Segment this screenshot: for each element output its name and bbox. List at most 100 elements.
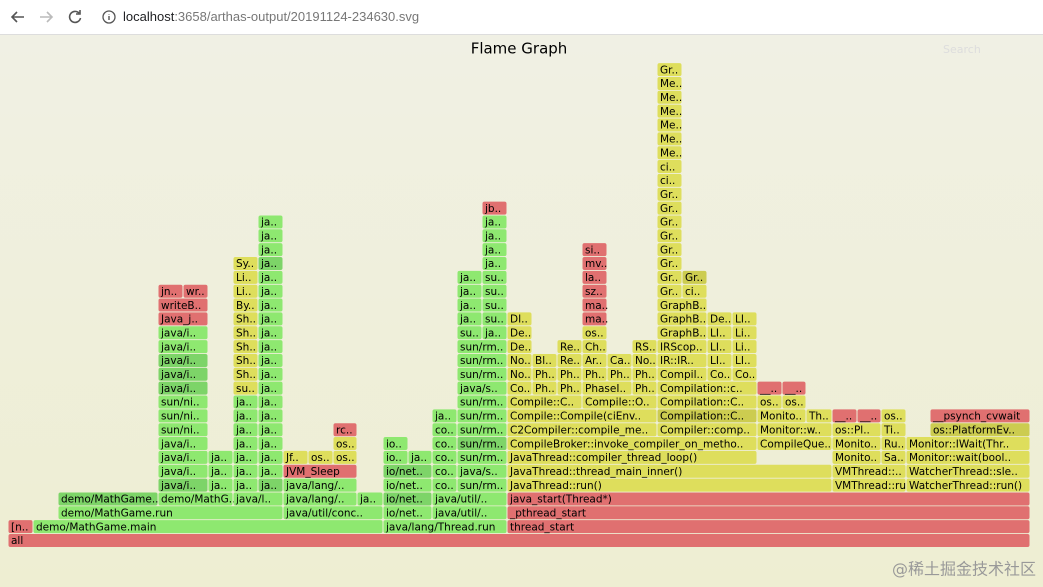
frame[interactable]	[582, 367, 607, 381]
frame[interactable]	[507, 437, 757, 451]
frame[interactable]	[607, 367, 632, 381]
frame[interactable]	[333, 437, 357, 451]
frame[interactable]	[657, 340, 707, 354]
frame[interactable]	[233, 464, 258, 478]
frame[interactable]	[383, 492, 432, 506]
frame[interactable]	[457, 270, 482, 284]
frame[interactable]	[657, 173, 682, 187]
frame[interactable]	[507, 340, 532, 354]
forward[interactable]	[40, 11, 54, 23]
frame[interactable]	[383, 464, 432, 478]
frame[interactable]	[233, 478, 258, 492]
frame[interactable]	[657, 298, 707, 312]
frame[interactable]	[757, 381, 782, 395]
frame[interactable]	[657, 367, 707, 381]
frame[interactable]	[930, 423, 1030, 437]
frame[interactable]	[906, 464, 1030, 478]
frame[interactable]	[657, 257, 682, 270]
frame[interactable]	[258, 270, 283, 284]
frame[interactable]	[657, 353, 707, 367]
frame[interactable]	[333, 423, 357, 437]
frame[interactable]	[258, 450, 283, 464]
frame[interactable]	[657, 326, 707, 340]
frame[interactable]	[507, 367, 532, 381]
frame[interactable]	[233, 409, 258, 423]
frame[interactable]	[457, 409, 507, 423]
frame[interactable]	[682, 270, 707, 284]
frame[interactable]	[657, 284, 682, 298]
frame[interactable]	[258, 312, 283, 326]
url[interactable]: localhost:3658/arthas-output/20191124-23…	[123, 9, 419, 24]
frame[interactable]	[258, 243, 283, 257]
frame[interactable]	[507, 492, 1030, 506]
frame[interactable]	[507, 423, 657, 437]
frame[interactable]	[258, 437, 283, 451]
frame[interactable]	[930, 409, 1030, 423]
frame[interactable]	[832, 423, 881, 437]
frame[interactable]	[707, 340, 732, 354]
frame[interactable]	[233, 270, 258, 284]
frame[interactable]	[657, 63, 682, 77]
frame[interactable]	[258, 395, 283, 409]
frame[interactable]	[732, 326, 757, 340]
frame[interactable]	[432, 450, 457, 464]
frame[interactable]	[632, 367, 657, 381]
frame[interactable]	[906, 450, 1030, 464]
frame[interactable]	[432, 492, 507, 506]
frame[interactable]	[557, 367, 582, 381]
frame[interactable]	[582, 326, 607, 340]
frame[interactable]	[482, 215, 507, 229]
frame[interactable]	[507, 395, 582, 409]
frame[interactable]	[233, 340, 258, 354]
frame[interactable]	[806, 409, 832, 423]
reload[interactable]	[68, 10, 82, 24]
frame[interactable]	[906, 437, 1030, 451]
frame[interactable]	[582, 298, 607, 312]
frame[interactable]	[158, 353, 208, 367]
frame[interactable]	[457, 464, 507, 478]
frame[interactable]	[308, 450, 333, 464]
frame[interactable]	[258, 478, 283, 492]
frame[interactable]	[582, 243, 607, 257]
frame[interactable]	[757, 437, 832, 451]
frame[interactable]	[532, 367, 557, 381]
frame[interactable]	[657, 409, 757, 423]
frame[interactable]	[482, 229, 507, 243]
frame[interactable]	[657, 243, 682, 257]
frame[interactable]	[881, 409, 906, 423]
frame[interactable]	[832, 478, 906, 492]
frame[interactable]	[732, 312, 757, 326]
frame[interactable]	[8, 520, 33, 534]
frame[interactable]	[432, 478, 457, 492]
frame[interactable]	[707, 326, 732, 340]
frame[interactable]	[457, 478, 507, 492]
frame[interactable]	[632, 381, 657, 395]
frame[interactable]	[482, 201, 507, 215]
frame[interactable]	[507, 409, 657, 423]
frame[interactable]	[457, 381, 507, 395]
frame[interactable]	[757, 395, 782, 409]
frame[interactable]	[582, 312, 607, 326]
frame[interactable]	[383, 506, 432, 520]
frame[interactable]	[657, 381, 757, 395]
frame[interactable]	[233, 312, 258, 326]
frame[interactable]	[158, 464, 208, 478]
frame[interactable]	[482, 326, 507, 340]
frame[interactable]	[158, 284, 183, 298]
frame[interactable]	[657, 118, 682, 132]
frame[interactable]	[507, 478, 832, 492]
frame[interactable]	[482, 284, 507, 298]
frame[interactable]	[657, 215, 682, 229]
frame[interactable]	[258, 423, 283, 437]
frame[interactable]	[158, 340, 208, 354]
frame[interactable]	[258, 215, 283, 229]
frame[interactable]	[258, 298, 283, 312]
frame[interactable]	[258, 229, 283, 243]
frame[interactable]	[233, 381, 258, 395]
frame[interactable]	[881, 437, 906, 451]
frame[interactable]	[233, 298, 258, 312]
frame[interactable]	[258, 340, 283, 354]
frame[interactable]	[482, 312, 507, 326]
frame[interactable]	[707, 353, 732, 367]
frame[interactable]	[208, 450, 233, 464]
